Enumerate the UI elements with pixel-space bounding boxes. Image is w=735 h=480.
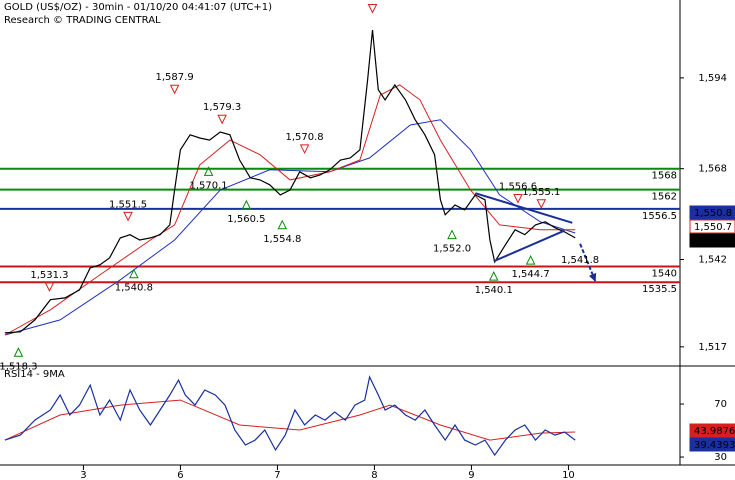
annotation-label: 1,556.6	[499, 182, 537, 193]
trend-line	[493, 229, 565, 263]
arrow-head	[588, 272, 597, 282]
level-label: 1535.5	[642, 284, 677, 295]
level-label: 1562	[652, 192, 677, 203]
level-label: 1540	[652, 269, 677, 280]
y-tick-label: 1,517	[698, 342, 727, 353]
down-marker	[123, 211, 133, 222]
down-marker	[217, 114, 227, 125]
y-tick-label: 1,594	[698, 73, 727, 84]
price-box-label: 1,547.23	[694, 236, 735, 247]
x-tick-label: 6	[177, 470, 183, 480]
price-box-label: 43.9876	[694, 426, 735, 437]
series-line	[4, 375, 576, 457]
price-box-label: 1,550.7	[694, 222, 732, 233]
price-box	[689, 219, 735, 234]
y-tick-label: 30	[714, 452, 727, 463]
price-box-label: 39.4393	[694, 440, 735, 451]
up-marker	[277, 219, 288, 230]
level-label: 1568	[652, 171, 677, 182]
y-tick-label: 70	[714, 399, 727, 410]
up-marker	[13, 347, 24, 357]
annotation-label: 1,551.5	[109, 199, 147, 210]
x-tick-label: 8	[371, 470, 377, 480]
x-tick-label: 9	[468, 470, 474, 480]
x-tick-label: 7	[274, 470, 280, 480]
down-marker	[367, 4, 378, 14]
x-tick-label: 3	[80, 470, 86, 480]
up-marker	[447, 229, 457, 240]
price-box	[689, 423, 735, 438]
annotation-label: 1,570.8	[286, 132, 324, 143]
annotation-label: 1,555.1	[522, 187, 560, 198]
annotation-label: 1,541.8	[561, 255, 599, 266]
series-line	[4, 119, 576, 336]
annotation-label: 1,544.7	[512, 269, 550, 280]
x-tick-label: 10	[562, 470, 575, 480]
price-box	[689, 437, 735, 452]
level-label: 1556.5	[642, 211, 677, 222]
up-marker	[488, 271, 499, 281]
annotation-label: 1,570.1	[189, 180, 227, 191]
down-marker	[536, 199, 547, 209]
trend-line	[579, 243, 597, 283]
up-marker	[129, 268, 139, 279]
annotation-label: 1,552.0	[433, 244, 471, 255]
annotation-label: 1,554.8	[263, 234, 301, 245]
chart-subtitle: Research © TRADING CENTRAL	[4, 15, 161, 26]
price-box	[689, 233, 735, 248]
annotation-label: 1,540.1	[475, 285, 513, 296]
annotation-label: 1,587.9	[156, 72, 194, 83]
series-line	[4, 84, 576, 336]
price-box-label: 1,550.8	[694, 208, 732, 219]
panel-title: RSI14 - 9MA	[4, 369, 65, 380]
annotation-label: 1,579.3	[203, 102, 241, 113]
up-marker	[203, 166, 214, 176]
up-marker	[525, 254, 536, 265]
down-marker	[513, 194, 523, 204]
y-tick-label: 1,542	[698, 255, 727, 266]
annotation-label: 1,560.5	[227, 214, 265, 225]
series-line	[4, 29, 576, 334]
down-marker	[44, 282, 55, 293]
y-tick-label: 1,568	[698, 164, 727, 175]
up-marker	[241, 199, 252, 210]
price-box	[689, 205, 735, 220]
down-marker	[169, 84, 180, 95]
chart-title: GOLD (US$/OZ) - 30min - 01/10/20 04:41:0…	[4, 2, 272, 13]
series-line	[4, 399, 576, 441]
annotation-label: 1,540.8	[115, 283, 153, 294]
down-marker	[299, 144, 310, 155]
trend-line	[475, 192, 573, 224]
annotation-label: 1,518.3	[0, 361, 38, 372]
annotation-label: 1,531.3	[30, 270, 68, 281]
